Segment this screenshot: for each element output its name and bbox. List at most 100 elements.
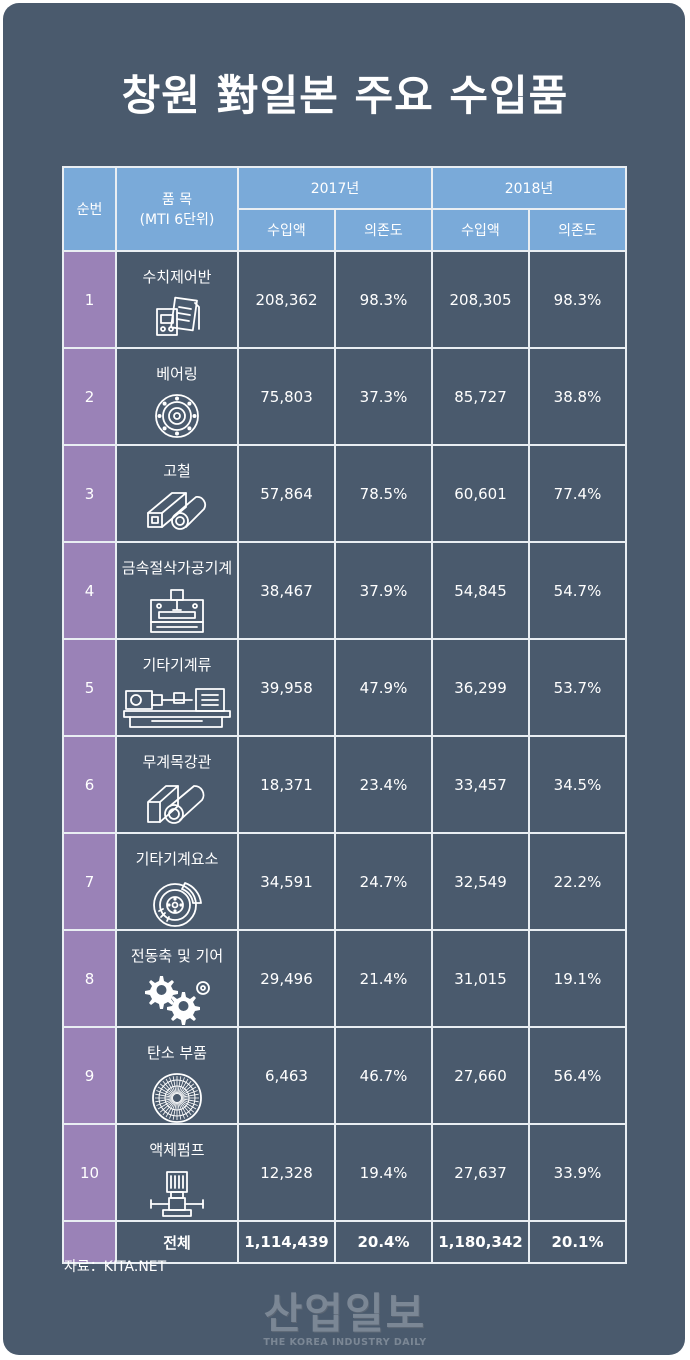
item-name: 베어링: [156, 365, 198, 383]
table-row: 10 액체펌프 12,328 19.4% 27,637 33.9%: [62, 1123, 627, 1222]
table-row: 2 베어링 75,803 37.3% 85,727 38.8%: [62, 347, 627, 446]
amount-2018-cell: 27,637: [431, 1123, 530, 1222]
amount-2018-cell: 36,299: [431, 638, 530, 737]
item-name: 전동축 및 기어: [130, 947, 224, 965]
rank-cell: 2: [62, 347, 117, 446]
amount-2017-cell: 208,362: [237, 250, 336, 349]
table-row: 4 금속절삭가공기계 38,467 37.9% 54,845 54.7%: [62, 541, 627, 640]
dependency-2017-cell: 47.9%: [334, 638, 433, 737]
liquid-pump-icon: [117, 1168, 237, 1220]
header-item-line2: (MTI 6단위): [139, 212, 215, 228]
seamless-pipe-icon: [117, 780, 237, 826]
table-row: 9 탄소 부품 6,463 46.7% 27,660 56.4%: [62, 1026, 627, 1125]
page-title: 창원 對일본 주요 수입품: [121, 71, 569, 120]
item-name: 수치제어반: [142, 268, 212, 286]
header-dependency-2017: 의존도: [334, 208, 433, 252]
imports-table: 순번 품 목 (MTI 6단위) 2017년 2018년 수입액 의존도 수입액…: [62, 166, 627, 1264]
item-name: 액체펌프: [149, 1141, 205, 1159]
item-name: 무계목강관: [142, 753, 212, 771]
amount-2018-cell: 31,015: [431, 929, 530, 1028]
dependency-2018-cell: 33.9%: [528, 1123, 627, 1222]
dependency-2018-cell: 22.2%: [528, 832, 627, 931]
amount-2017-cell: 34,591: [237, 832, 336, 931]
item-cell: 고철: [115, 444, 239, 543]
item-name: 금속절삭가공기계: [121, 559, 233, 577]
dependency-2018-cell: 77.4%: [528, 444, 627, 543]
dependency-2017-cell: 37.9%: [334, 541, 433, 640]
amount-2018-cell: 54,845: [431, 541, 530, 640]
source-note: 자료：KITA.NET: [64, 1259, 167, 1275]
item-name: 탄소 부품: [147, 1044, 207, 1062]
table-row: 1 수치제어반 208,362 98.3% 208,305 98.3%: [62, 250, 627, 349]
item-cell: 베어링: [115, 347, 239, 446]
rank-cell: 9: [62, 1026, 117, 1125]
item-name: 기타기계요소: [135, 850, 219, 868]
cnc-machine-icon: [117, 586, 237, 636]
total-rank-cell: [62, 1220, 117, 1264]
dependency-2017-cell: 46.7%: [334, 1026, 433, 1125]
lathe-machine-icon: [117, 683, 237, 729]
rank-cell: 7: [62, 832, 117, 931]
amount-2017-cell: 75,803: [237, 347, 336, 446]
table-row: 7 기타기계요소 34,591 24.7% 32,549 22.2%: [62, 832, 627, 931]
dependency-2017-cell: 21.4%: [334, 929, 433, 1028]
numerical-control-panel-icon: [117, 295, 237, 339]
item-name: 고철: [163, 462, 191, 480]
amount-2017-cell: 6,463: [237, 1026, 336, 1125]
dependency-2017-cell: 98.3%: [334, 250, 433, 349]
dependency-2017-cell: 24.7%: [334, 832, 433, 931]
item-cell: 기타기계류: [115, 638, 239, 737]
rank-cell: 6: [62, 735, 117, 834]
amount-2018-cell: 208,305: [431, 250, 530, 349]
dependency-2018-cell: 19.1%: [528, 929, 627, 1028]
logo-korean: 산업일보: [263, 1289, 427, 1338]
amount-2017-cell: 18,371: [237, 735, 336, 834]
carbon-part-icon: [117, 1071, 237, 1125]
amount-2017-cell: 29,496: [237, 929, 336, 1028]
total-amount-2018: 1,180,342: [431, 1220, 530, 1264]
header-year-2018: 2018년: [431, 166, 627, 210]
publisher-logo: 산업일보 THE KOREA INDUSTRY DAILY: [0, 1280, 690, 1348]
dependency-2018-cell: 53.7%: [528, 638, 627, 737]
total-amount-2017: 1,114,439: [237, 1220, 336, 1264]
rank-cell: 8: [62, 929, 117, 1028]
amount-2017-cell: 38,467: [237, 541, 336, 640]
header-dependency-2018: 의존도: [528, 208, 627, 252]
dependency-2017-cell: 78.5%: [334, 444, 433, 543]
amount-2017-cell: 57,864: [237, 444, 336, 543]
header-rank: 순번: [62, 166, 117, 252]
gears-icon: [117, 974, 237, 1026]
header-item: 품 목 (MTI 6단위): [115, 166, 239, 252]
item-name: 기타기계류: [142, 656, 212, 674]
rank-cell: 1: [62, 250, 117, 349]
header-year-2017: 2017년: [237, 166, 433, 210]
amount-2018-cell: 60,601: [431, 444, 530, 543]
logo-english: THE KOREA INDUSTRY DAILY: [263, 1337, 427, 1348]
dependency-2018-cell: 54.7%: [528, 541, 627, 640]
amount-2018-cell: 85,727: [431, 347, 530, 446]
total-label: 전체: [115, 1220, 239, 1264]
table-row: 8 전동축 및 기어 29,496 21.4% 31,015 19.1%: [62, 929, 627, 1028]
item-cell: 금속절삭가공기계: [115, 541, 239, 640]
dependency-2017-cell: 19.4%: [334, 1123, 433, 1222]
item-cell: 탄소 부품: [115, 1026, 239, 1125]
dependency-2018-cell: 34.5%: [528, 735, 627, 834]
dependency-2018-cell: 56.4%: [528, 1026, 627, 1125]
total-row: 전체 1,114,439 20.4% 1,180,342 20.1%: [62, 1220, 627, 1264]
total-dependency-2017: 20.4%: [334, 1220, 433, 1264]
header-amount-2017: 수입액: [237, 208, 336, 252]
item-cell: 액체펌프: [115, 1123, 239, 1222]
brake-disc-icon: [117, 877, 237, 929]
dependency-2017-cell: 37.3%: [334, 347, 433, 446]
table-row: 3 고철 57,864 78.5% 60,601 77.4%: [62, 444, 627, 543]
rank-cell: 4: [62, 541, 117, 640]
table-row: 6 무계목강관 18,371 23.4% 33,457 34.5%: [62, 735, 627, 834]
header-item-line1: 품 목: [161, 192, 193, 208]
amount-2017-cell: 12,328: [237, 1123, 336, 1222]
item-cell: 수치제어반: [115, 250, 239, 349]
amount-2018-cell: 27,660: [431, 1026, 530, 1125]
item-cell: 무계목강관: [115, 735, 239, 834]
item-cell: 기타기계요소: [115, 832, 239, 931]
dependency-2018-cell: 98.3%: [528, 250, 627, 349]
amount-2018-cell: 33,457: [431, 735, 530, 834]
